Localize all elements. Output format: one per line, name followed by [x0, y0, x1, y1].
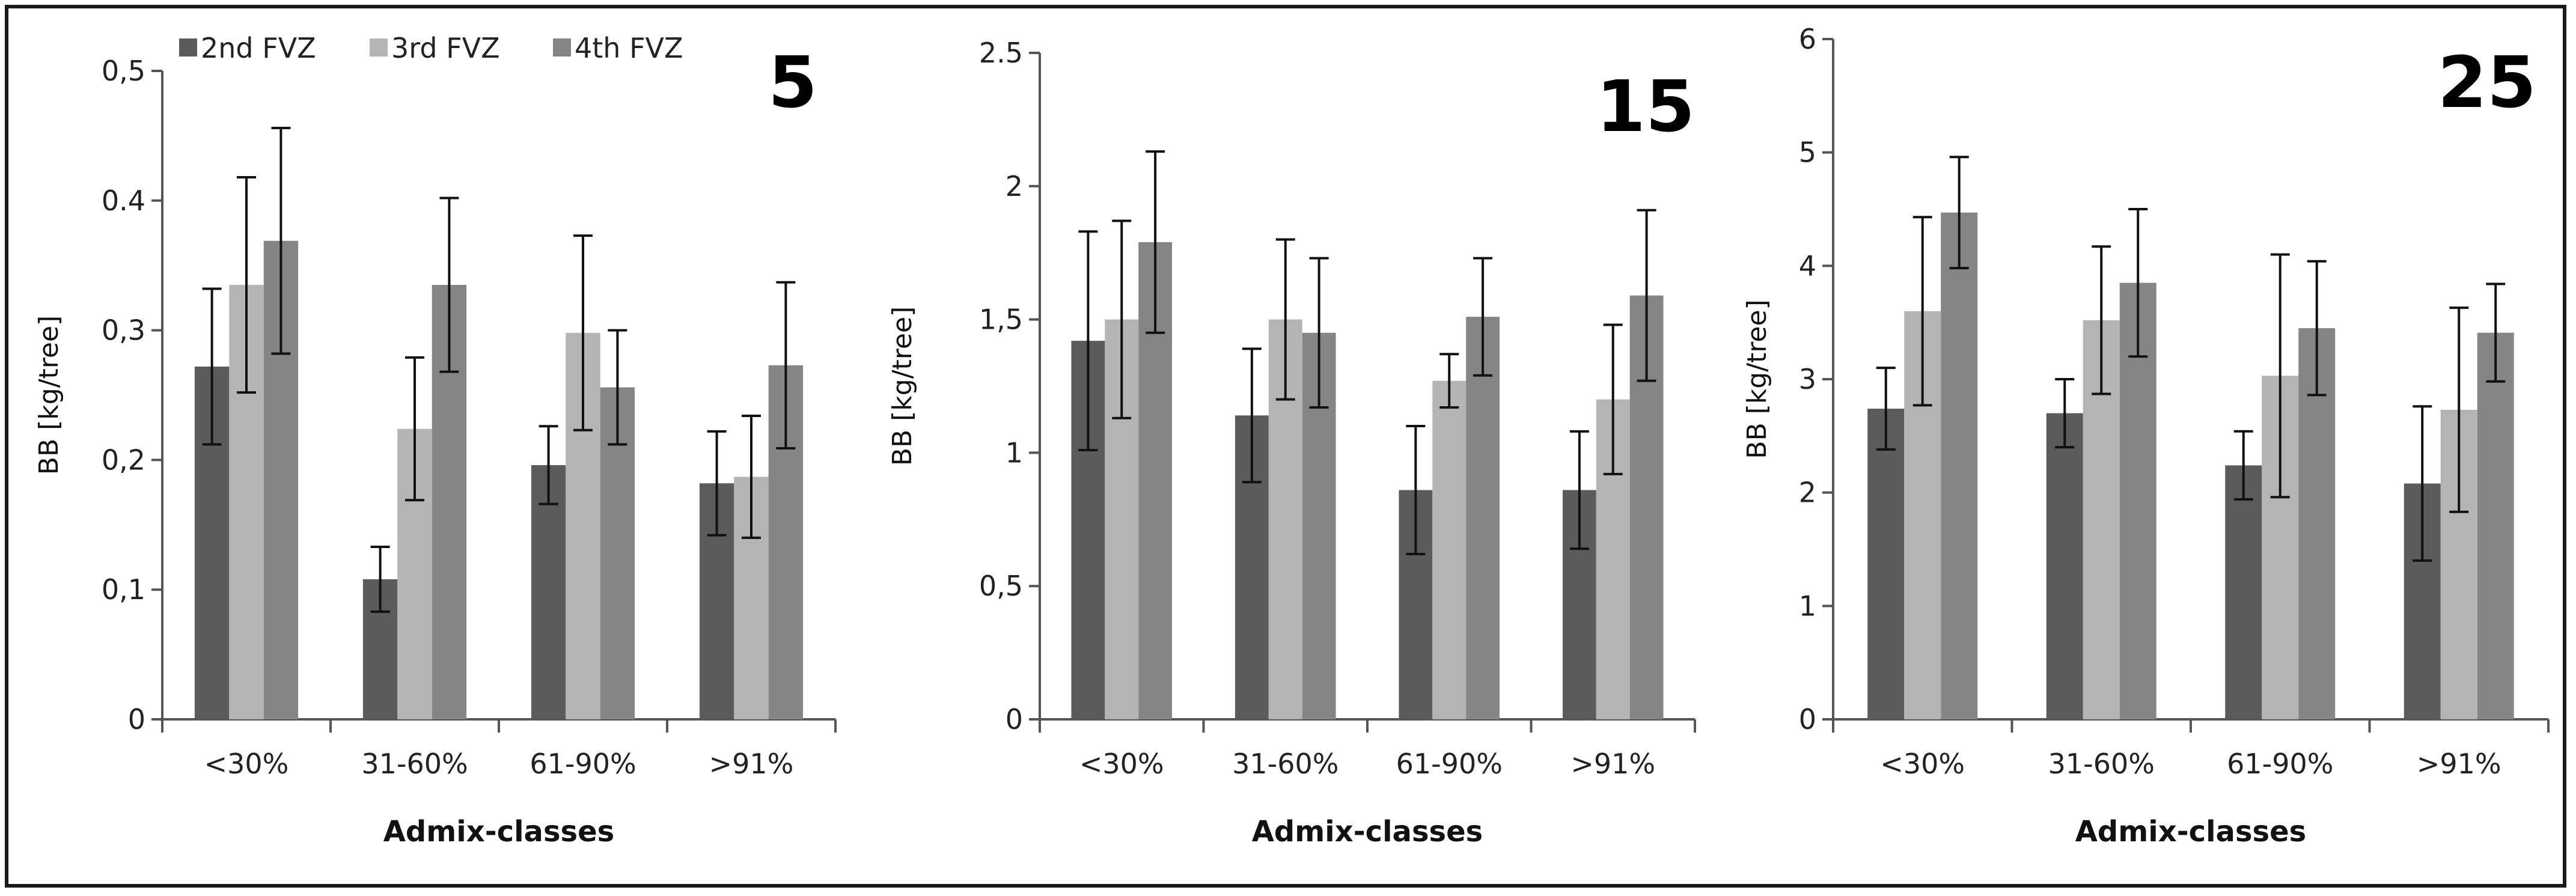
chart-panel-25: 0 1 2 3 4 5 6 <30% 31-60% 61-90% >91% Admix-classes…	[1719, 0, 2576, 896]
y-tick-label: 1	[1799, 590, 1816, 622]
y-tick-label: 3	[1799, 363, 1816, 395]
x-tick-label: 61-90%	[2227, 748, 2333, 780]
y-axis-title: BB [kg/tree]	[34, 315, 64, 475]
legend-swatch	[553, 38, 571, 56]
y-axis-title: BB [kg/tree]	[887, 306, 918, 466]
bar	[1432, 380, 1467, 719]
panel-title: 25	[2438, 41, 2536, 124]
y-tick-label: 0	[128, 703, 145, 736]
x-tick-label: <30%	[204, 748, 289, 780]
x-axis-title: Admix-classes	[1252, 815, 1483, 849]
legend-label: 3rd FVZ	[391, 32, 500, 64]
x-tick-label: 31-60%	[361, 748, 468, 780]
y-axis-title: BB [kg/tree]	[1742, 299, 1772, 459]
bar-chart-5: 0 0,1 0,2 0,3 0.4 0,5 <30% 31-60% 61-90% >91% Admi…	[34, 32, 837, 849]
y-tick-label: 1	[1006, 436, 1023, 469]
x-tick-label: >91%	[2417, 748, 2501, 780]
legend-swatch	[179, 38, 197, 56]
bar	[1466, 317, 1500, 719]
y-tick-label: 4	[1799, 249, 1816, 282]
x-tick-label: 31-60%	[1232, 748, 1338, 780]
y-tick-label: 2.5	[979, 37, 1023, 69]
chart-panel-5: 0 0,1 0,2 0,3 0.4 0,5 <30% 31-60% 61-90% >91% Admi…	[0, 0, 859, 896]
legend-label: 4th FVZ	[575, 32, 683, 64]
x-axis-title: Admix-classes	[383, 815, 614, 849]
x-tick-label: <30%	[1079, 748, 1164, 780]
x-tick-label: >91%	[1570, 748, 1655, 780]
y-tick-label: 0	[1799, 703, 1816, 736]
panel-title: 15	[1596, 65, 1695, 148]
y-tick-label: 2	[1799, 477, 1816, 509]
x-tick-label: 31-60%	[2048, 748, 2155, 780]
figure-frame	[5, 5, 2566, 888]
panel-title: 5	[768, 41, 817, 124]
y-tick-label: 6	[1799, 23, 1816, 55]
x-tick-label: <30%	[1880, 748, 1965, 780]
chart-panel-15: 0 0,5 1 1,5 2 2.5 <30% 31-60% 61-90% >91% Admix-cl…	[859, 0, 1719, 896]
y-tick-label: 0,2	[102, 443, 145, 476]
x-tick-label: 61-90%	[530, 748, 636, 780]
x-tick-label: 61-90%	[1396, 748, 1503, 780]
y-tick-label: 0.4	[102, 184, 145, 217]
x-tick-label: >91%	[709, 748, 794, 780]
legend-swatch	[370, 38, 388, 56]
y-tick-label: 2	[1006, 170, 1023, 203]
y-tick-label: 5	[1799, 136, 1816, 169]
x-axis-title: Admix-classes	[2075, 815, 2306, 849]
bar-chart-25: 0 1 2 3 4 5 6 <30% 31-60% 61-90% >91% Admix-classes…	[1742, 23, 2550, 849]
y-tick-label: 0,1	[102, 573, 145, 606]
bar	[2477, 332, 2514, 719]
bar	[2225, 465, 2262, 719]
y-tick-label: 0,5	[979, 570, 1023, 602]
bar	[1941, 212, 1978, 719]
bar	[2046, 413, 2083, 719]
y-tick-label: 0,5	[102, 55, 145, 87]
bar-chart-15: 0 0,5 1 1,5 2 2.5 <30% 31-60% 61-90% >91% Admix-cl…	[887, 37, 1696, 849]
legend-label: 2nd FVZ	[201, 32, 316, 64]
y-tick-label: 0	[1006, 703, 1023, 736]
bar	[531, 465, 566, 719]
y-tick-label: 1,5	[979, 303, 1023, 336]
bar	[1867, 409, 1905, 719]
y-tick-label: 0,3	[102, 314, 145, 347]
